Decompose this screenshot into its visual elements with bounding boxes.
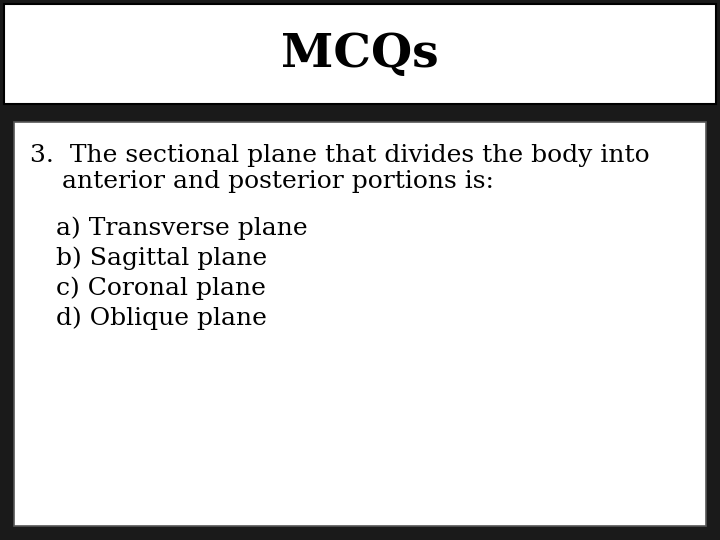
Text: 3.  The sectional plane that divides the body into: 3. The sectional plane that divides the … bbox=[30, 144, 649, 167]
Text: d) Oblique plane: d) Oblique plane bbox=[56, 306, 267, 329]
Text: MCQs: MCQs bbox=[281, 31, 439, 77]
Bar bbox=[4, 4, 716, 104]
Bar bbox=[0, 0, 720, 108]
Text: c) Coronal plane: c) Coronal plane bbox=[56, 276, 266, 300]
Text: anterior and posterior portions is:: anterior and posterior portions is: bbox=[30, 170, 494, 193]
Text: b) Sagittal plane: b) Sagittal plane bbox=[56, 246, 267, 269]
Bar bbox=[14, 122, 706, 526]
Text: a) Transverse plane: a) Transverse plane bbox=[56, 216, 307, 240]
